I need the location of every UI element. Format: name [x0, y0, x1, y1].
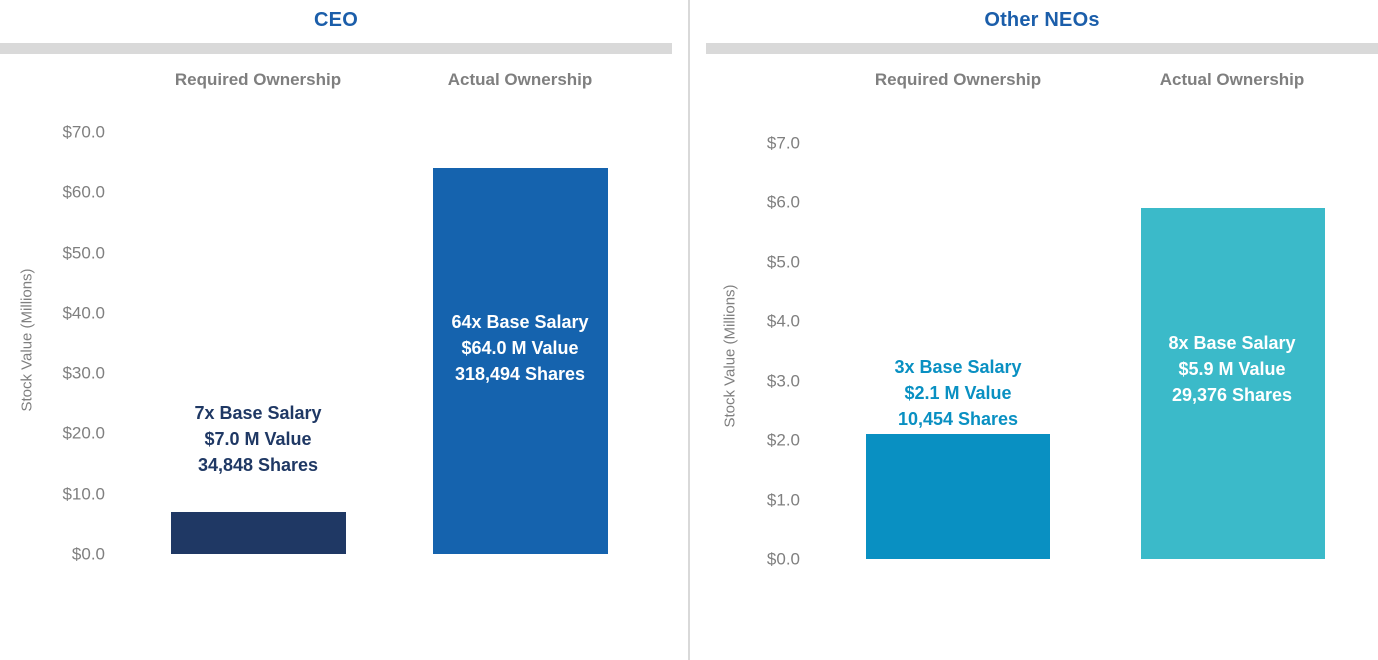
bar-label-line: 29,376 Shares [1171, 385, 1293, 405]
bar-required-ownership [866, 434, 1050, 559]
bar-label-line: $64.0 M Value [461, 338, 579, 358]
bar-label-line: $2.1 M Value [904, 383, 1012, 403]
chart-title: Other NEOs [984, 9, 1100, 31]
column-header-required-ownership: Required Ownership [174, 70, 342, 89]
y-tick-label: $4.0 [766, 311, 800, 331]
y-tick-label: $5.0 [766, 252, 800, 272]
plot-area [706, 143, 1378, 559]
y-tick-label: $50.0 [62, 243, 105, 263]
y-tick-label: $20.0 [62, 423, 105, 443]
bar-label-line: 7x Base Salary [194, 403, 322, 423]
y-tick-label: $30.0 [62, 363, 105, 383]
y-axis-tick-labels: $0.0 $1.0 $2.0 $3.0 $4.0 $5.0 $6.0 $7.0 [706, 135, 800, 568]
bar-label-line: 318,494 Shares [454, 364, 586, 384]
title-underline-band [0, 43, 672, 54]
y-tick-label: $60.0 [62, 182, 105, 202]
y-tick-label: $7.0 [766, 133, 800, 153]
column-header-actual-ownership: Actual Ownership [447, 70, 593, 89]
bar-actual-ownership [433, 168, 608, 554]
chart-panel-ceo: CEO Required Ownership Actual Ownership … [0, 0, 672, 660]
y-tick-label: $0.0 [71, 544, 105, 564]
chart-title: CEO [314, 9, 358, 31]
bar-label-line: $5.9 M Value [1178, 359, 1286, 379]
column-header-required-ownership: Required Ownership [874, 70, 1042, 89]
y-tick-label: $70.0 [62, 122, 105, 142]
bar-label-actual-ownership: 8x Base Salary $5.9 M Value 29,376 Share… [1122, 330, 1342, 408]
y-tick-label: $3.0 [766, 371, 800, 391]
title-underline-band [706, 43, 1378, 54]
column-header-actual-ownership: Actual Ownership [1159, 70, 1305, 89]
bar-label-line: 8x Base Salary [1168, 333, 1296, 353]
panel-divider [688, 0, 690, 660]
bar-label-line: $7.0 M Value [204, 429, 312, 449]
bar-label-line: 34,848 Shares [197, 455, 319, 475]
y-tick-label: $1.0 [766, 490, 800, 510]
chart-panel-other-neos: Other NEOs Required Ownership Actual Own… [706, 0, 1378, 660]
bar-label-actual-ownership: 64x Base Salary $64.0 M Value 318,494 Sh… [410, 309, 630, 387]
plot-area [0, 132, 672, 554]
bar-label-required-ownership: 7x Base Salary $7.0 M Value 34,848 Share… [148, 400, 368, 478]
bar-actual-ownership [1141, 208, 1325, 559]
bar-label-line: 3x Base Salary [894, 357, 1022, 377]
bar-label-line: 64x Base Salary [451, 312, 589, 332]
bar-required-ownership [171, 511, 346, 554]
bar-label-line: 10,454 Shares [897, 409, 1019, 429]
y-tick-label: $10.0 [62, 484, 105, 504]
bar-label-required-ownership: 3x Base Salary $2.1 M Value 10,454 Share… [848, 354, 1068, 432]
y-axis-tick-labels: $0.0 $10.0 $20.0 $30.0 $40.0 $50.0 $60.0 $70.0 [0, 124, 105, 563]
y-tick-label: $40.0 [62, 303, 105, 323]
y-tick-label: $6.0 [766, 192, 800, 212]
y-tick-label: $2.0 [766, 430, 800, 450]
y-tick-label: $0.0 [766, 549, 800, 569]
